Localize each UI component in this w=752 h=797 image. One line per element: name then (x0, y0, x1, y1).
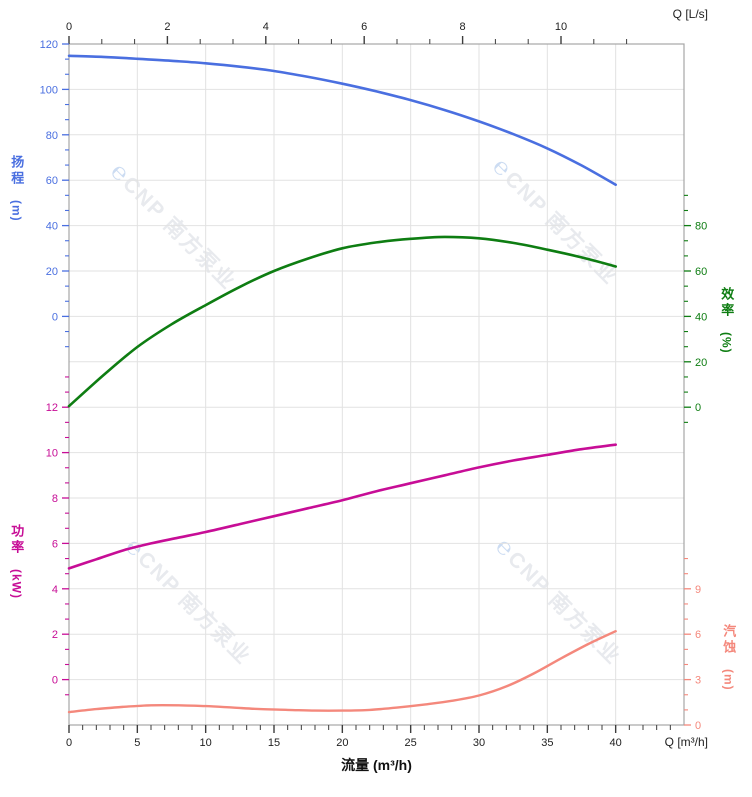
power-axis: 12 10 8 6 4 2 0 (46, 376, 69, 696)
npsh-axis: 9 6 3 0 (684, 558, 701, 732)
svg-text:40: 40 (695, 311, 707, 323)
npsh-axis-label: 汽蚀 (721, 624, 737, 656)
svg-text:10: 10 (555, 21, 567, 33)
svg-text:0: 0 (66, 737, 72, 749)
svg-text:8: 8 (52, 493, 58, 505)
npsh-axis-title: 汽蚀 (m) (720, 624, 736, 691)
svg-text:5: 5 (134, 737, 140, 749)
bottom-axis-unit-label: Q [m³/h] (664, 735, 708, 749)
svg-text:0: 0 (695, 402, 701, 414)
svg-text:4: 4 (263, 21, 269, 33)
svg-text:15: 15 (268, 737, 280, 749)
svg-text:10: 10 (200, 737, 212, 749)
svg-text:20: 20 (695, 357, 707, 369)
svg-text:20: 20 (336, 737, 348, 749)
svg-text:100: 100 (40, 84, 58, 96)
svg-text:80: 80 (46, 130, 58, 142)
power-axis-title: 功率 (kW) (8, 524, 24, 599)
head-curve (67, 54, 617, 186)
svg-text:0: 0 (52, 311, 58, 323)
svg-text:120: 120 (40, 39, 58, 51)
efficiency-curve (67, 235, 617, 408)
head-axis-label: 扬程 (9, 155, 25, 187)
svg-text:40: 40 (46, 221, 58, 233)
flow-axis-title: 流量 (m³/h) (341, 757, 412, 773)
svg-text:2: 2 (164, 21, 170, 33)
svg-text:40: 40 (610, 737, 622, 749)
svg-text:3: 3 (695, 675, 701, 687)
eff-axis: 80 60 40 20 0 (684, 194, 707, 423)
power-axis-label: 功率 (9, 524, 25, 556)
npsh-curve (67, 630, 617, 714)
bottom-axis: 0 5 10 15 20 25 30 35 40 (66, 725, 671, 749)
head-axis: 120 100 80 60 40 20 0 (40, 39, 69, 348)
svg-text:0: 0 (66, 21, 72, 33)
svg-text:80: 80 (695, 221, 707, 233)
svg-text:9: 9 (695, 584, 701, 596)
head-axis-unit: (m) (9, 200, 24, 222)
svg-text:0: 0 (52, 675, 58, 687)
svg-text:0: 0 (695, 720, 701, 732)
power-axis-unit: (kW) (9, 569, 24, 599)
svg-text:20: 20 (46, 266, 58, 278)
svg-text:4: 4 (52, 584, 58, 596)
gridlines (69, 44, 684, 725)
svg-text:25: 25 (405, 737, 417, 749)
efficiency-axis-title: 效率 (%) (718, 287, 734, 354)
head-axis-title: 扬程 (m) (8, 155, 24, 222)
svg-text:2: 2 (52, 629, 58, 641)
efficiency-axis-label: 效率 (719, 287, 735, 319)
svg-text:60: 60 (695, 266, 707, 278)
svg-text:30: 30 (473, 737, 485, 749)
top-axis: 0 2 4 6 8 10 (66, 21, 628, 44)
top-axis-unit-label: Q [L/s] (672, 7, 708, 21)
svg-text:6: 6 (361, 21, 367, 33)
svg-text:10: 10 (46, 448, 58, 460)
svg-text:8: 8 (460, 21, 466, 33)
plot-border (68, 43, 685, 726)
svg-text:6: 6 (695, 629, 701, 641)
svg-text:35: 35 (541, 737, 553, 749)
svg-text:60: 60 (46, 175, 58, 187)
efficiency-axis-unit: (%) (719, 332, 734, 354)
svg-text:12: 12 (46, 402, 58, 414)
npsh-axis-unit: (m) (721, 669, 736, 691)
svg-text:6: 6 (52, 538, 58, 550)
power-curve (67, 443, 617, 570)
